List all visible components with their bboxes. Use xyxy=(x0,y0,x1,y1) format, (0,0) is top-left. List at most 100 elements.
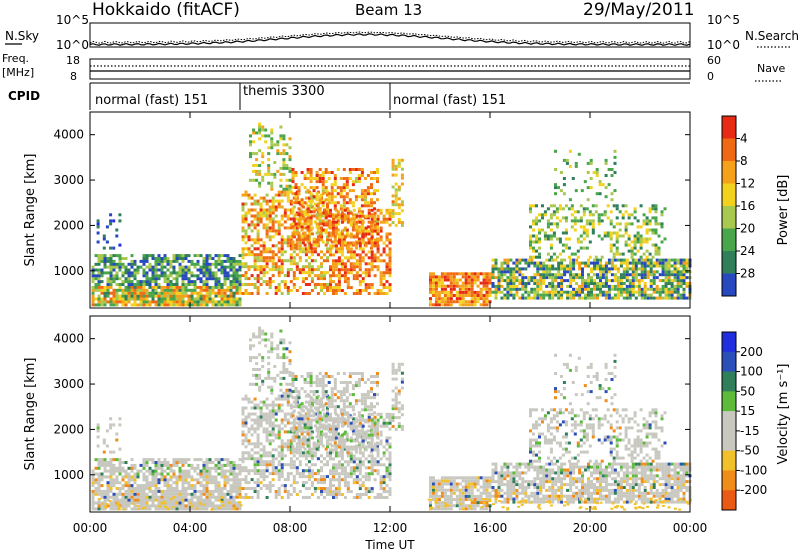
power-cell xyxy=(274,208,278,212)
velocity-cell xyxy=(283,412,287,416)
power-cell xyxy=(494,267,498,271)
velocity-cell xyxy=(190,501,194,505)
velocity-cell xyxy=(282,365,286,368)
velocity-cell xyxy=(232,498,236,502)
power-cell xyxy=(607,261,611,265)
power-cell xyxy=(103,257,107,260)
power-cell xyxy=(581,287,584,291)
velocity-cell xyxy=(145,498,149,502)
power-cell xyxy=(334,220,338,224)
power-cell xyxy=(364,271,368,275)
power-cell xyxy=(326,220,329,224)
power-cell xyxy=(271,199,275,203)
power-cell xyxy=(582,207,586,211)
power-cell xyxy=(358,217,362,221)
power-cell xyxy=(388,214,392,218)
power-cell xyxy=(94,277,98,281)
power-cell xyxy=(506,296,510,300)
power-cell xyxy=(619,293,623,297)
power-cell xyxy=(610,198,614,202)
power-cell xyxy=(145,259,149,263)
power-cell xyxy=(458,297,462,301)
velocity-cell xyxy=(187,481,191,485)
velocity-cell xyxy=(229,507,233,511)
velocity-cell xyxy=(310,463,314,467)
velocity-cell xyxy=(277,409,281,413)
power-cell xyxy=(332,259,335,263)
velocity-cell xyxy=(294,426,298,430)
velocity-cell xyxy=(301,454,305,458)
power-cell xyxy=(627,222,631,226)
power-cell xyxy=(458,284,462,288)
power-cell xyxy=(443,294,447,297)
power-cell xyxy=(301,250,305,254)
velocity-cell xyxy=(103,489,107,493)
power-cell xyxy=(364,229,368,233)
velocity-cell xyxy=(105,429,109,433)
power-cell xyxy=(321,240,325,244)
power-cell xyxy=(300,204,304,208)
power-cell xyxy=(443,284,447,288)
velocity-cell xyxy=(247,454,251,458)
power-cell xyxy=(244,211,248,215)
power-cell xyxy=(109,262,113,266)
velocity-cell xyxy=(178,472,182,476)
power-cell xyxy=(244,277,248,281)
power-cell xyxy=(613,279,617,283)
power-cell xyxy=(593,287,596,291)
power-cell xyxy=(640,276,644,280)
power-cell xyxy=(364,241,368,245)
power-cell xyxy=(252,131,256,135)
velocity-cell xyxy=(259,424,263,428)
velocity-cell xyxy=(178,495,182,499)
power-cell xyxy=(238,283,242,286)
velocity-cell xyxy=(205,487,209,490)
power-cell xyxy=(555,237,559,241)
velocity-cell xyxy=(250,406,254,410)
velocity-cell xyxy=(190,487,194,490)
power-cell xyxy=(373,213,376,217)
power-cell xyxy=(292,286,296,289)
velocity-cell xyxy=(229,504,233,508)
power-cell xyxy=(358,262,362,266)
velocity-cell xyxy=(136,469,140,473)
power-cell xyxy=(226,300,230,304)
power-cell xyxy=(270,131,274,135)
power-cell xyxy=(223,291,227,295)
power-cell xyxy=(382,286,386,290)
power-cell xyxy=(366,225,370,229)
velocity-cell xyxy=(285,347,289,351)
velocity-cell xyxy=(250,412,254,416)
power-cell xyxy=(181,294,185,298)
power-cell xyxy=(265,283,269,286)
velocity-cell xyxy=(142,495,146,499)
power-cell xyxy=(373,253,377,257)
velocity-cell xyxy=(253,427,257,431)
velocity-cell xyxy=(289,427,293,431)
power-cell xyxy=(382,277,386,281)
power-cell xyxy=(625,284,629,288)
power-cell xyxy=(670,273,674,277)
velocity-cell xyxy=(280,466,284,470)
velocity-cell xyxy=(292,481,296,485)
power-cell xyxy=(318,222,322,226)
velocity-cell xyxy=(148,458,152,462)
power-cell xyxy=(166,277,170,281)
power-cell xyxy=(363,195,367,199)
power-cell xyxy=(591,219,595,223)
velocity-cell xyxy=(268,418,272,422)
power-cell xyxy=(247,247,251,251)
power-cell xyxy=(610,267,614,271)
power-cell xyxy=(621,252,625,256)
power-cell xyxy=(648,210,652,214)
power-cell xyxy=(241,247,245,251)
power-cell xyxy=(121,257,125,260)
power-cell xyxy=(512,287,516,291)
power-cell xyxy=(184,257,188,260)
power-cell xyxy=(166,257,170,260)
velocity-cell xyxy=(250,427,254,431)
velocity-cell xyxy=(282,391,286,395)
power-cell xyxy=(370,235,374,239)
power-cell xyxy=(288,155,292,159)
power-cell xyxy=(630,249,634,253)
